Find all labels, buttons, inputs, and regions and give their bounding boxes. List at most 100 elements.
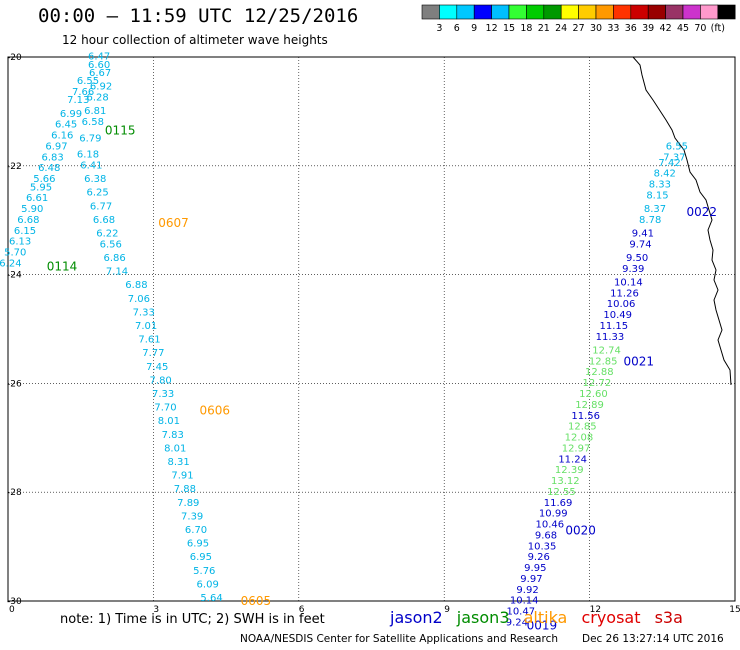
swh-value: 7.01: [135, 321, 157, 332]
swh-value: 12.08: [565, 433, 594, 444]
swh-value: 11.24: [558, 454, 587, 465]
swh-value: 6.38: [84, 174, 106, 185]
swh-value: 6.22: [96, 229, 118, 240]
swh-value: 6.97: [45, 141, 67, 152]
swh-value: 6.88: [125, 280, 147, 291]
colorbar-swatch: [700, 4, 719, 20]
colorbar-label: 6: [454, 23, 460, 34]
swh-value: 7.91: [171, 471, 193, 482]
swh-value: 6.70: [185, 525, 207, 536]
swh-value: 6.45: [55, 120, 77, 131]
swh-value: 6.58: [82, 117, 104, 128]
swh-value: 6.67: [89, 68, 111, 79]
colorbar-swatch: [526, 4, 545, 20]
swh-value: 6.95: [187, 539, 209, 550]
swh-value: 6.68: [93, 215, 115, 226]
colorbar-swatch: [560, 4, 579, 20]
swh-value: 6.25: [87, 188, 109, 199]
swh-value: 12.39: [555, 465, 584, 476]
swh-value: 7.83: [162, 430, 184, 441]
colorbar-label: 27: [573, 23, 585, 34]
map-title: 00:00 – 11:59 UTC 12/25/2016: [38, 5, 359, 27]
swh-value: 6.68: [17, 215, 39, 226]
grid-lines: [8, 57, 735, 601]
swh-value: 6.77: [90, 201, 112, 212]
legend-cryosat: cryosat: [581, 608, 641, 627]
colorbar-label: 33: [607, 23, 619, 34]
swh-value: 8.78: [639, 215, 661, 226]
swh-value: 7.39: [181, 511, 203, 522]
swh-value: 9.50: [626, 253, 648, 264]
swh-value: 12.89: [575, 400, 604, 411]
colorbar-swatch: [578, 4, 597, 20]
colorbar-swatch: [473, 4, 492, 20]
colorbar-swatch: [491, 4, 510, 20]
generation-timestamp: Dec 26 13:27:14 UTC 2016: [582, 633, 724, 645]
swh-value: 8.01: [158, 416, 180, 427]
swh-value: 7.70: [154, 403, 176, 414]
swh-value: 9.68: [535, 530, 557, 541]
swh-value: 6.61: [26, 193, 48, 204]
swh-value: 9.74: [629, 239, 651, 250]
swh-value: 7.80: [150, 375, 172, 386]
y-tick-label: -20: [7, 53, 22, 63]
colorbar-label: 30: [590, 23, 602, 34]
swh-value: 8.15: [646, 190, 668, 201]
pass-number-label: 0115: [105, 123, 136, 137]
credit-line: NOAA/NESDIS Center for Satellite Applica…: [240, 633, 558, 645]
colorbar-label: 36: [625, 23, 637, 34]
swh-value: 9.39: [622, 264, 644, 275]
swh-value: 6.81: [84, 106, 106, 117]
legend-altika: altika: [523, 608, 568, 627]
swh-value: 9.24: [506, 617, 528, 628]
swh-value: 6.60: [88, 60, 110, 71]
x-tick-label: 6: [299, 605, 305, 615]
colorbar-swatch: [595, 4, 614, 20]
y-tick-label: -24: [7, 271, 22, 281]
pass-number-label: 0606: [199, 404, 230, 418]
swh-value: 12.97: [562, 443, 591, 454]
colorbar-label: 18: [520, 23, 532, 34]
swh-value: 10.35: [528, 541, 557, 552]
pass-number-label: 0022: [687, 205, 718, 219]
swh-value: 8.01: [164, 443, 186, 454]
x-tick-label: 0: [9, 605, 15, 615]
pass-number-label: 0114: [47, 259, 78, 273]
swh-value: 8.37: [644, 204, 666, 215]
swh-value: 6.99: [60, 109, 82, 120]
swh-value: 7.77: [142, 348, 164, 359]
colorbar-swatch: [647, 4, 666, 20]
units-note: note: 1) Time is in UTC; 2) SWH is in fe…: [60, 612, 325, 627]
swh-value: 10.14: [510, 596, 539, 607]
swh-value: 12.72: [583, 378, 612, 389]
colorbar-swatch: [421, 4, 440, 20]
swh-value: 6.47: [88, 52, 110, 63]
swh-value: 10.06: [607, 299, 636, 310]
colorbar-legend: 3 6 9 12 15 18 21 24 27 30 33 36 39 42 45 70 (ft): [421, 4, 736, 34]
swh-value: 6.56: [100, 239, 122, 250]
swh-value: 7.13: [67, 95, 89, 106]
swh-value: 5.70: [4, 248, 26, 259]
map-subtitle: 12 hour collection of altimeter wave hei…: [62, 33, 328, 47]
swh-value: 7.33: [133, 307, 155, 318]
x-tick-label: 3: [153, 605, 159, 615]
colorbar-swatch: [456, 4, 475, 20]
swh-value: 5.64: [200, 593, 222, 604]
swh-value: 6.55: [77, 76, 99, 87]
swh-value: 12.85: [568, 422, 597, 433]
swh-value: 12.85: [589, 356, 618, 367]
colorbar-label: 24: [555, 23, 567, 34]
swh-value: 5.66: [33, 174, 55, 185]
legend-jason3: jason3: [456, 608, 510, 627]
swh-value: 6.55: [666, 141, 688, 152]
swh-value: 11.33: [596, 332, 625, 343]
swh-value: 7.88: [174, 484, 196, 495]
y-tick-label: -26: [7, 379, 22, 389]
colorbar-label: 12: [486, 23, 498, 34]
colorbar-label: (ft): [711, 23, 725, 34]
swh-value: 5.90: [21, 204, 43, 215]
swh-value: 9.95: [524, 563, 546, 574]
swh-value: 9.26: [528, 552, 550, 563]
colorbar-swatch: [508, 4, 527, 20]
colorbar-label: 3: [436, 23, 442, 34]
